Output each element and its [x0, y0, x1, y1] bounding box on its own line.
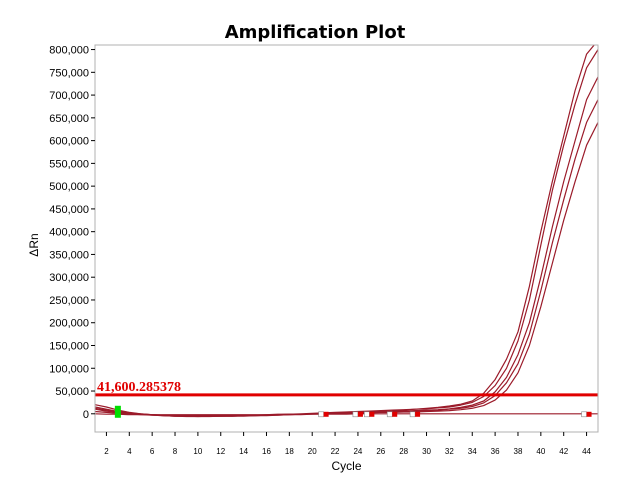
y-tick-label: 550,000 — [49, 158, 89, 170]
y-tick-label: 200,000 — [49, 318, 89, 330]
baseline-start-marker[interactable] — [114, 405, 121, 418]
x-tick-label: 42 — [559, 447, 568, 456]
x-tick-label: 40 — [536, 447, 545, 456]
y-tick-label: 250,000 — [49, 295, 89, 307]
y-axis-label: ΔRn — [27, 233, 41, 256]
y-axis-ticks: 0 50,000 100,000 150,000 200,000 250,000 300,0… — [49, 45, 95, 421]
series-layer — [95, 45, 598, 418]
x-tick-label: 16 — [262, 447, 271, 456]
x-tick-label: 8 — [173, 447, 178, 456]
x-tick-label: 26 — [376, 447, 385, 456]
marker-layer — [114, 405, 592, 418]
x-tick-label: 44 — [582, 447, 591, 456]
x-tick-label: 28 — [399, 447, 408, 456]
amplification-curve-6 — [95, 413, 598, 416]
x-tick-label: 32 — [445, 447, 454, 456]
chart-title: Amplification Plot — [224, 22, 406, 43]
baseline-end-marker[interactable] — [364, 411, 375, 418]
y-tick-label: 700,000 — [49, 90, 89, 102]
y-tick-label: 450,000 — [49, 204, 89, 216]
y-tick-label: 100,000 — [49, 363, 89, 375]
baseline-end-marker[interactable] — [386, 411, 398, 418]
amplification-curve-4 — [95, 99, 598, 418]
amplification-curve-5 — [95, 122, 598, 417]
x-tick-label: 38 — [514, 447, 523, 456]
y-tick-label: 500,000 — [49, 181, 89, 193]
x-axis-label: Cycle — [331, 459, 361, 473]
x-tick-label: 18 — [285, 447, 294, 456]
y-tick-label: 350,000 — [49, 249, 89, 261]
x-tick-label: 2 — [104, 447, 109, 456]
y-tick-label: 300,000 — [49, 272, 89, 284]
baseline-end-marker[interactable] — [318, 411, 329, 418]
threshold-label: 41,600.285378 — [97, 380, 181, 395]
x-tick-label: 20 — [308, 447, 317, 456]
x-tick-label: 34 — [468, 447, 477, 456]
x-tick-label: 22 — [331, 447, 340, 456]
y-tick-label: 600,000 — [49, 136, 89, 148]
x-tick-label: 6 — [150, 447, 155, 456]
baseline-end-marker[interactable] — [352, 411, 363, 418]
y-tick-label: 750,000 — [49, 67, 89, 79]
amplification-curve-1 — [95, 45, 595, 417]
baseline-end-marker[interactable] — [409, 411, 421, 418]
x-tick-label: 4 — [127, 447, 132, 456]
amplification-curve-3 — [95, 76, 598, 418]
y-tick-label: 800,000 — [49, 45, 89, 57]
x-axis-ticks: 2 4 6 8 10 12 14 16 18 20 22 24 26 28 30 32 34 36 38 40 42 44 — [104, 432, 592, 456]
y-tick-label: 50,000 — [55, 386, 89, 398]
x-tick-label: 12 — [216, 447, 225, 456]
x-tick-label: 10 — [193, 447, 202, 456]
y-tick-label: 400,000 — [49, 227, 89, 239]
baseline-end-marker[interactable] — [581, 411, 592, 418]
x-tick-label: 30 — [422, 447, 431, 456]
x-tick-label: 24 — [353, 447, 362, 456]
y-tick-label: 650,000 — [49, 113, 89, 125]
y-tick-label: 150,000 — [49, 340, 89, 352]
x-tick-label: 14 — [239, 447, 248, 456]
y-tick-label: 0 — [83, 409, 89, 421]
plot-frame — [94, 44, 599, 433]
x-tick-label: 36 — [491, 447, 500, 456]
